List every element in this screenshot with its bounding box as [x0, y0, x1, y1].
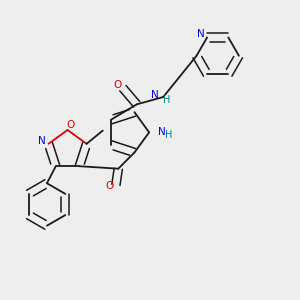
Text: N: N	[38, 136, 46, 146]
Text: N: N	[158, 127, 166, 137]
Text: H: H	[163, 95, 170, 105]
Text: N: N	[197, 29, 205, 40]
Text: O: O	[105, 182, 114, 191]
Text: N: N	[151, 90, 159, 100]
Text: H: H	[165, 130, 173, 140]
Text: O: O	[66, 120, 75, 130]
Text: O: O	[113, 80, 122, 90]
